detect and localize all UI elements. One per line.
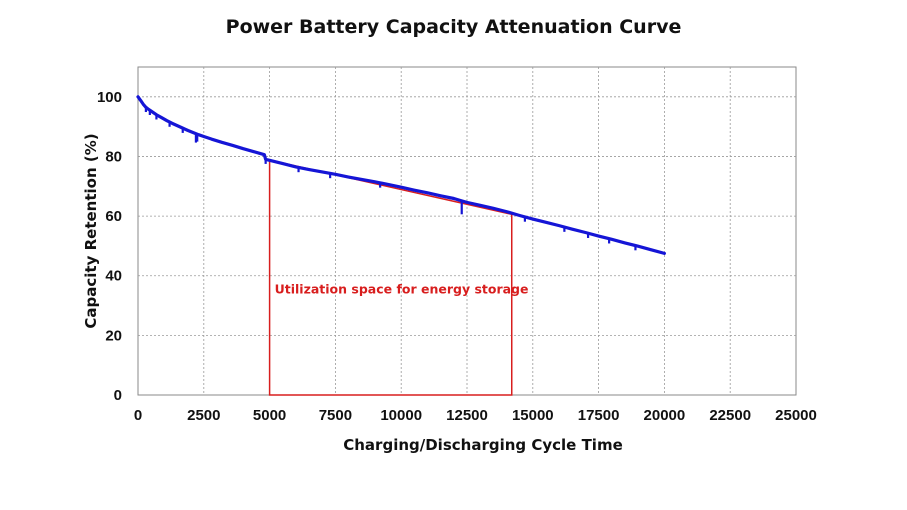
y-tick-label: 60 bbox=[105, 208, 122, 225]
chart-title: Power Battery Capacity Attenuation Curve bbox=[225, 16, 682, 38]
capacity-series-line bbox=[136, 95, 667, 255]
energy-storage-label: Utilization space for energy storage bbox=[275, 282, 529, 297]
x-tick-label: 15000 bbox=[512, 407, 554, 424]
x-tick-label: 2500 bbox=[187, 407, 220, 424]
y-tick-label: 80 bbox=[105, 148, 122, 165]
grid bbox=[138, 67, 796, 395]
x-tick-label: 7500 bbox=[319, 407, 352, 424]
series-noise-spikes bbox=[144, 107, 637, 251]
x-tick-label: 25000 bbox=[775, 407, 817, 424]
y-tick-label: 20 bbox=[105, 327, 122, 344]
y-axis-label: Capacity Retention (%) bbox=[82, 133, 100, 328]
x-axis-label: Charging/Discharging Cycle Time bbox=[343, 436, 623, 454]
y-tick-label: 40 bbox=[105, 268, 122, 285]
x-tick-label: 22500 bbox=[709, 407, 751, 424]
y-tick-labels: 0 20 40 60 80 100 bbox=[97, 89, 122, 404]
y-tick-label: 100 bbox=[97, 89, 122, 106]
x-tick-label: 17500 bbox=[578, 407, 620, 424]
x-tick-label: 0 bbox=[134, 407, 142, 424]
x-tick-label: 20000 bbox=[644, 407, 686, 424]
x-tick-labels: 0 2500 5000 7500 10000 12500 15000 17500 20000 22… bbox=[134, 407, 817, 424]
y-tick-label: 0 bbox=[114, 387, 122, 404]
x-tick-label: 10000 bbox=[380, 407, 422, 424]
x-tick-label: 12500 bbox=[446, 407, 488, 424]
x-tick-label: 5000 bbox=[253, 407, 286, 424]
